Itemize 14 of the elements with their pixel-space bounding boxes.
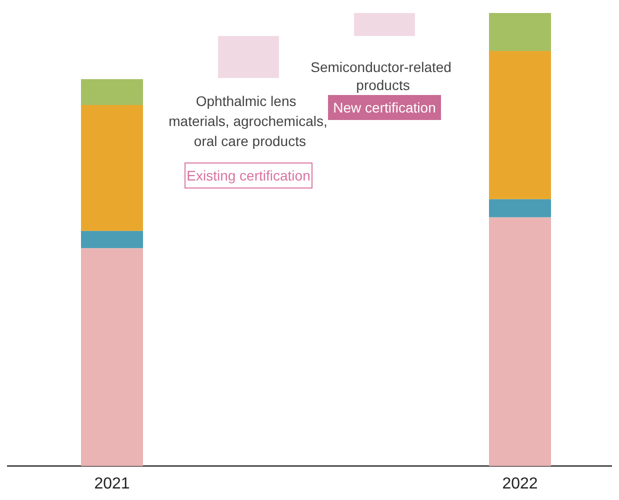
bar [81, 230, 143, 248]
bar [489, 199, 551, 218]
bar [81, 104, 143, 231]
annotation: Ophthalmic lens materials, agrochemicals, oral care products [168, 93, 328, 149]
x-tick-label: 2021 [94, 476, 130, 492]
bar [489, 51, 551, 200]
bar [489, 13, 551, 52]
bar [81, 248, 143, 466]
annotation: New certification [333, 100, 436, 116]
annotation: Existing certification [186, 168, 310, 184]
annotation: Semiconductor-related products [310, 59, 456, 93]
bar [489, 217, 551, 466]
bar [81, 79, 143, 105]
x-tick-label: 2022 [502, 476, 538, 492]
